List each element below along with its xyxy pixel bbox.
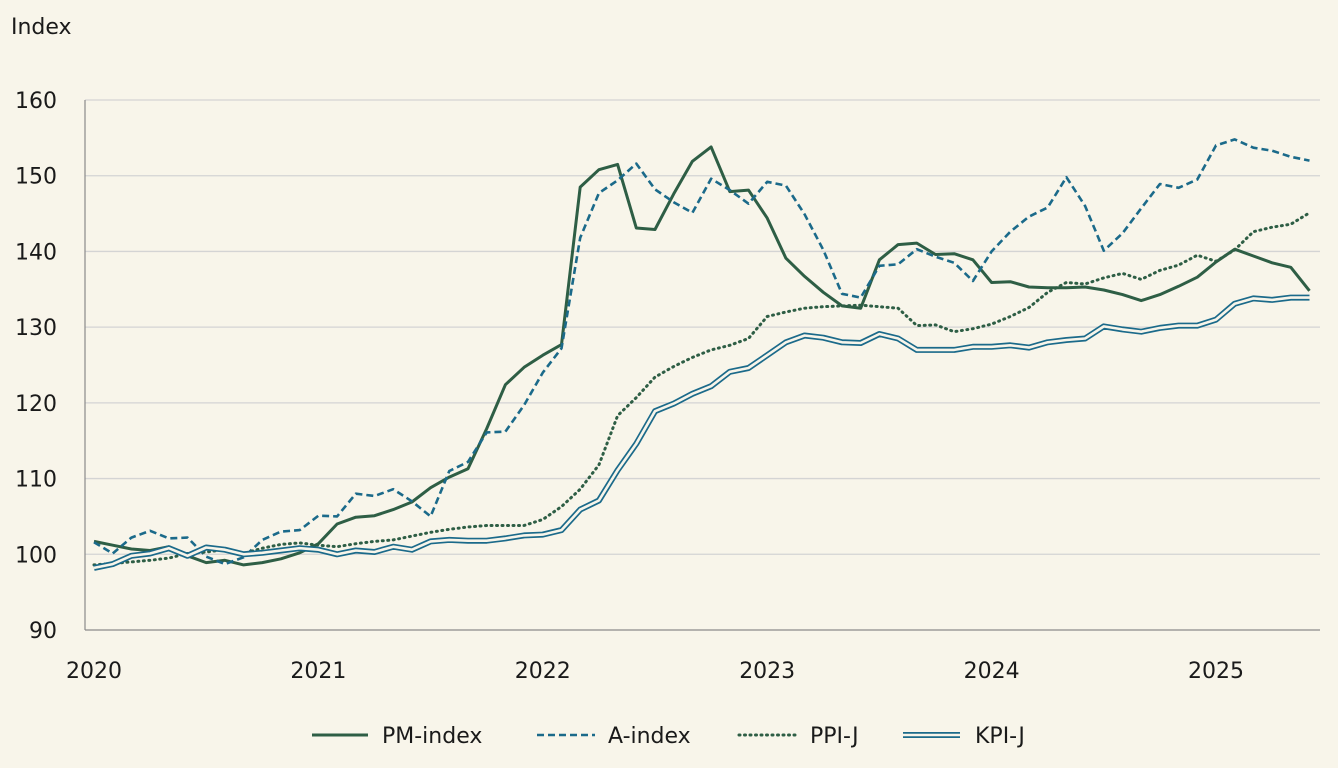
series-ppi-j-line <box>92 211 1311 567</box>
series-a-index-line <box>93 138 1310 566</box>
series-lines <box>92 138 1311 571</box>
y-tick-label: 150 <box>15 165 57 190</box>
y-tick-label: 120 <box>15 392 57 417</box>
y-tick-label: 140 <box>15 240 57 265</box>
y-tick-label: 160 <box>15 89 57 114</box>
y-tick-label: 130 <box>15 316 57 341</box>
legend-label: KPI-J <box>975 724 1025 749</box>
legend-label: PPI-J <box>810 724 859 749</box>
x-tick-label: 2022 <box>515 659 571 684</box>
y-tick-label: 100 <box>15 543 57 568</box>
series-kpi-j-line-outer <box>93 294 1310 571</box>
x-tick-labels: 2020 2021 2022 2023 2024 2025 <box>66 659 1244 684</box>
x-tick-label: 2023 <box>739 659 795 684</box>
y-tick-label: 90 <box>29 619 57 644</box>
x-tick-label: 2020 <box>66 659 122 684</box>
gridlines <box>85 99 1320 555</box>
x-tick-label: 2024 <box>964 659 1020 684</box>
y-tick-label: 110 <box>15 468 57 493</box>
x-tick-label: 2025 <box>1188 659 1244 684</box>
legend-label: A-index <box>608 724 691 749</box>
legend: PM-index A-index PPI-J KPI-J <box>312 724 1025 749</box>
x-tick-label: 2021 <box>290 659 346 684</box>
y-tick-labels: 90 100 110 120 130 140 150 160 <box>15 89 57 644</box>
y-axis-title: Index <box>11 15 72 40</box>
series-kpi-j-line-inner <box>93 296 1310 570</box>
legend-label: PM-index <box>382 724 482 749</box>
series-pm-index-line <box>93 145 1311 567</box>
